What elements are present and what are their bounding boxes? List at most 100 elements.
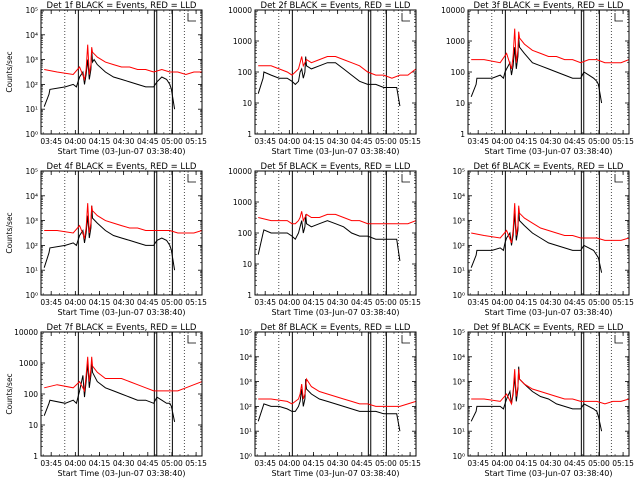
- y-tick-label: 10000: [14, 328, 38, 337]
- x-tick-label: 04:30: [327, 298, 349, 307]
- chart-title: Det 5f BLACK = Events, RED = LLD: [261, 162, 411, 172]
- x-tick-label: 05:00: [161, 459, 183, 468]
- x-tick-label: 03:45: [40, 459, 62, 468]
- x-tick-label: 03:45: [40, 298, 62, 307]
- series-line-lld: [471, 369, 629, 406]
- y-tick-label: 100: [451, 68, 466, 77]
- x-tick-label: 03:45: [254, 459, 276, 468]
- series-line-lld: [471, 203, 629, 244]
- y-tick-label: 1: [247, 130, 252, 139]
- x-tick-label: 04:45: [564, 459, 586, 468]
- y-tick-label: 100: [238, 68, 253, 77]
- x-tick-label: 04:45: [137, 137, 159, 146]
- panel-4: Det 4f BLACK = Events, RED = LLD 10⁰ 10¹ 10…: [5, 162, 207, 317]
- x-tick-label: 05:00: [588, 298, 610, 307]
- panel-7: Det 7f BLACK = Events, RED = LLD 1 10 100 10…: [5, 323, 207, 478]
- legend-marker: [187, 174, 196, 183]
- x-tick-label: 04:15: [516, 459, 538, 468]
- y-axis-label: Counts/sec: [5, 212, 14, 253]
- plot-frame: [467, 170, 630, 296]
- plot-frame: [40, 170, 203, 296]
- plot-frame: [40, 331, 203, 457]
- legend-marker: [614, 13, 623, 22]
- x-tick-label: 04:15: [303, 298, 325, 307]
- y-tick-label: 10000: [441, 6, 465, 15]
- panel-1: Det 1f BLACK = Events, RED = LLD 10⁰ 10¹ 10…: [5, 1, 207, 156]
- series-line-events: [257, 214, 401, 261]
- y-tick-label: 10⁰: [239, 452, 252, 461]
- x-tick-label: 04:30: [327, 459, 349, 468]
- chart-title: Det 2f BLACK = Events, RED = LLD: [261, 1, 411, 11]
- x-tick-label: 03:45: [467, 459, 489, 468]
- plot-frame: [40, 9, 203, 135]
- y-tick-label: 1000: [233, 37, 252, 46]
- y-tick-label: 10¹: [239, 427, 252, 436]
- y-tick-label: 10⁵: [239, 328, 252, 337]
- series-line-events: [470, 366, 603, 432]
- x-tick-label: 04:30: [113, 459, 135, 468]
- y-tick-label: 10000: [228, 6, 252, 15]
- x-tick-label: 04:00: [279, 298, 301, 307]
- x-tick-label: 05:15: [185, 137, 207, 146]
- x-tick-label: 04:45: [351, 137, 373, 146]
- chart-title: Det 9f BLACK = Events, RED = LLD: [474, 323, 624, 333]
- x-tick-label: 03:45: [254, 298, 276, 307]
- legend-marker: [614, 335, 623, 344]
- x-tick-label: 04:00: [65, 137, 87, 146]
- y-axis-label: Counts/sec: [5, 51, 14, 92]
- plot-frame: [467, 9, 630, 135]
- plot-frame: [467, 331, 630, 457]
- y-tick-label: 10⁵: [25, 6, 38, 15]
- panel-2: Det 2f BLACK = Events, RED = LLD 1 10 100 10…: [228, 1, 421, 156]
- x-tick-label: 04:00: [492, 459, 514, 468]
- x-tick-label: 04:15: [89, 298, 111, 307]
- x-tick-label: 04:30: [327, 137, 349, 146]
- series-line-lld: [258, 211, 416, 225]
- x-axis-label: Start Time (03-Jun-07 03:38:40): [272, 469, 400, 478]
- panel-5: Det 5f BLACK = Events, RED = LLD 1 10 100 10…: [228, 162, 421, 317]
- y-tick-label: 10⁵: [452, 167, 465, 176]
- y-tick-label: 1000: [233, 198, 252, 207]
- chart-title: Det 1f BLACK = Events, RED = LLD: [47, 1, 197, 11]
- x-tick-label: 05:15: [185, 459, 207, 468]
- x-tick-label: 04:45: [564, 137, 586, 146]
- y-tick-label: 100: [24, 390, 39, 399]
- x-tick-label: 05:15: [185, 298, 207, 307]
- series-line-lld: [471, 28, 629, 70]
- x-tick-label: 03:45: [467, 298, 489, 307]
- x-tick-label: 04:15: [89, 137, 111, 146]
- y-tick-label: 10³: [239, 378, 252, 387]
- x-axis-label: Start Time (03-Jun-07 03:38:40): [58, 308, 186, 317]
- x-tick-label: 04:45: [351, 459, 373, 468]
- panel-6: Det 6f BLACK = Events, RED = LLD 10⁰ 10¹ 10…: [452, 162, 634, 317]
- x-axis-label: Start Time (03-Jun-07 03:38:40): [272, 308, 400, 317]
- y-tick-label: 10²: [452, 241, 465, 250]
- y-tick-label: 10²: [452, 402, 465, 411]
- legend-marker: [401, 335, 410, 344]
- plot-frame: [254, 9, 417, 135]
- y-tick-label: 10⁰: [452, 291, 465, 300]
- y-tick-label: 10⁴: [25, 31, 38, 40]
- y-tick-label: 10⁴: [452, 192, 465, 201]
- x-tick-label: 05:15: [399, 137, 421, 146]
- x-tick-label: 05:00: [375, 298, 397, 307]
- y-tick-label: 10⁰: [25, 130, 38, 139]
- legend-marker: [187, 13, 196, 22]
- x-tick-label: 04:45: [137, 298, 159, 307]
- y-tick-label: 10⁴: [239, 353, 252, 362]
- y-tick-label: 10²: [25, 241, 38, 250]
- y-tick-label: 10¹: [452, 427, 465, 436]
- x-tick-label: 05:00: [588, 137, 610, 146]
- y-tick-label: 10: [28, 421, 38, 430]
- legend-marker: [401, 174, 410, 183]
- y-tick-label: 1000: [19, 359, 38, 368]
- y-tick-label: 10¹: [25, 266, 38, 275]
- series-line-events: [470, 37, 603, 104]
- y-tick-label: 10000: [228, 167, 252, 176]
- chart-title: Det 7f BLACK = Events, RED = LLD: [47, 323, 197, 333]
- x-tick-label: 05:15: [612, 298, 634, 307]
- series-line-events: [43, 205, 176, 271]
- x-axis-label: Start Time (03-Jun-07 03:38:40): [58, 469, 186, 478]
- y-tick-label: 10⁰: [25, 291, 38, 300]
